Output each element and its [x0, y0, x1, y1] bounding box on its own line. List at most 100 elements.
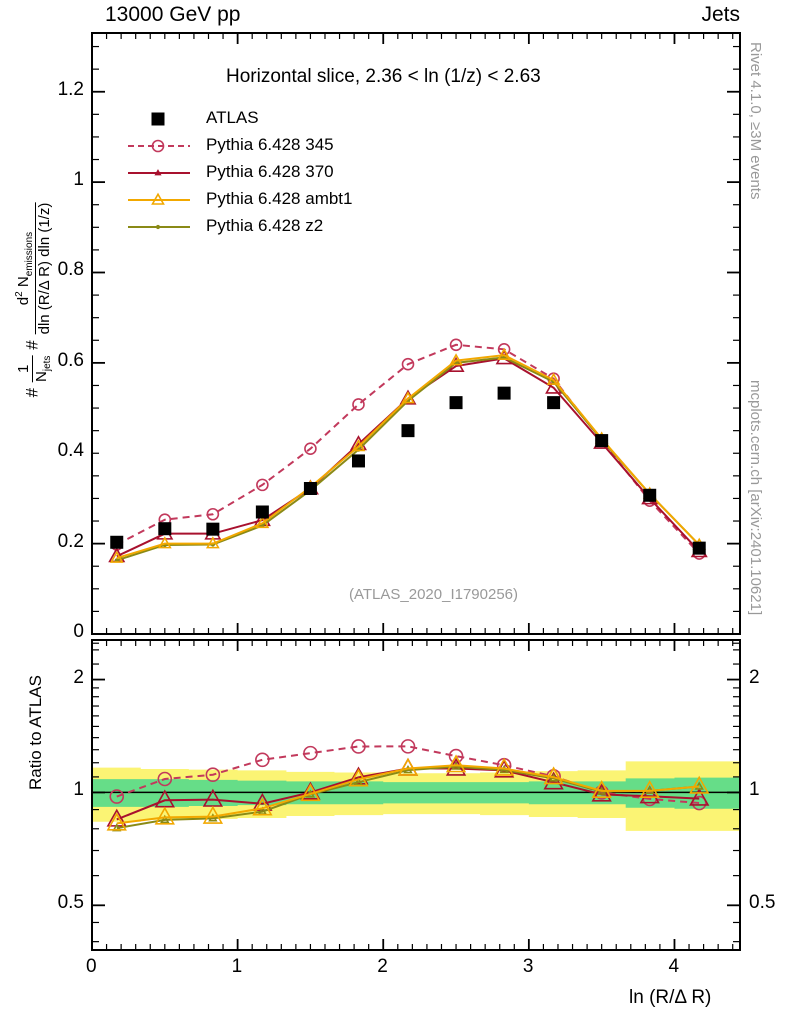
marker-triangle: [401, 391, 415, 404]
ratio-ytick-label-right: 2: [749, 666, 760, 688]
marker-triangle: [106, 812, 127, 831]
ratio-ytick-label: 1: [73, 779, 84, 801]
marker-triangle: [157, 536, 172, 549]
marker-triangle: [348, 768, 369, 787]
marker-triangle: [546, 372, 561, 385]
marker-triangle: [154, 169, 162, 176]
marker-triangle: [543, 766, 564, 785]
marker-triangle: [202, 805, 224, 824]
marker-circle: [206, 507, 220, 521]
ratio-ylabel: Ratio to ATLAS: [26, 675, 45, 790]
marker-triangle: [449, 353, 463, 366]
marker-atlas: [110, 535, 124, 549]
marker-atlas: [547, 396, 561, 410]
marker-triangle: [397, 757, 419, 776]
ratio-ytick-label: 2: [73, 666, 84, 688]
marker-atlas: [158, 522, 172, 536]
marker-triangle: [208, 813, 218, 822]
main-ytick-label: 0.2: [57, 530, 84, 552]
marker-atlas: [449, 396, 463, 410]
marker-circle: [157, 771, 173, 787]
marker-triangle: [351, 439, 366, 452]
xtick-label: 4: [668, 956, 680, 977]
marker-circle: [401, 357, 415, 371]
main-ytick-label: 0: [73, 621, 84, 642]
marker-circle: [691, 795, 707, 811]
marker-circle: [352, 398, 365, 411]
marker-triangle: [252, 792, 273, 811]
marker-triangle: [252, 797, 273, 816]
marker-triangle: [591, 779, 612, 799]
marker-triangle: [109, 550, 124, 563]
marker-circle: [449, 338, 463, 352]
marker-circle: [304, 442, 317, 456]
marker-atlas: [206, 522, 220, 536]
marker-triangle: [639, 785, 660, 804]
marker-triangle: [639, 779, 660, 799]
xtick-label: 0: [86, 956, 97, 977]
xaxis-label: ln (R/Δ R): [629, 987, 712, 1008]
main-plot-frame: [91, 32, 741, 635]
marker-dot: [155, 224, 161, 230]
marker-triangle: [300, 783, 321, 802]
rivet-version-label: Rivet 4.1.0, ≥3M events: [747, 42, 764, 200]
marker-atlas: [692, 541, 706, 555]
legend-label-z2: Pythia 6.428 z2: [206, 216, 324, 235]
marker-triangle: [445, 754, 467, 773]
marker-triangle: [151, 192, 165, 205]
marker-triangle: [689, 787, 710, 806]
marker-circle: [109, 789, 125, 804]
xtick-label: 1: [231, 956, 243, 977]
marker-triangle: [353, 777, 364, 786]
marker-triangle: [205, 536, 220, 549]
marker-atlas: [497, 386, 511, 400]
marker-circle: [400, 739, 416, 754]
mcplots-source-label: mcplots.cern.ch [arXiv:2401.10621]: [747, 380, 764, 616]
marker-atlas: [595, 434, 609, 448]
marker-atlas: [255, 505, 269, 519]
marker-triangle: [493, 757, 515, 776]
series-line-pythia-6-428-z2: [116, 356, 700, 562]
marker-triangle: [591, 783, 612, 802]
marker-triangle: [497, 347, 511, 360]
xtick-label: 2: [377, 956, 388, 977]
series-line-pythia-6-428-ambt1: [116, 354, 700, 560]
legend-label-p345: Pythia 6.428 345: [206, 135, 334, 154]
main-ytick-label: 0.8: [57, 259, 84, 281]
series-line-pythia-6-428-345: [116, 343, 700, 555]
xtick-label: 3: [522, 956, 534, 977]
marker-atlas: [643, 488, 657, 502]
marker-triangle: [543, 771, 564, 790]
marker-atlas: [151, 112, 165, 126]
main-ytick-label: 0.4: [57, 440, 84, 462]
ratio-plot-frame: [91, 639, 741, 951]
dataset-watermark: (ATLAS_2020_I1790256): [349, 586, 519, 603]
marker-circle: [351, 739, 366, 754]
legend-label-p370: Pythia 6.428 370: [206, 162, 334, 181]
legend-label-ambt1: Pythia 6.428 ambt1: [206, 189, 353, 208]
marker-triangle: [689, 775, 710, 794]
ratio-ytick-label: 0.5: [57, 892, 84, 914]
marker-circle: [151, 139, 165, 153]
ratio-ytick-label-right: 0.5: [749, 892, 776, 914]
legend-label-atlas: ATLAS: [206, 108, 259, 127]
main-ytick-label: 1.2: [57, 78, 84, 100]
header-process-label: Jets: [701, 3, 740, 26]
ratio-ytick-label-right: 1: [749, 779, 760, 801]
marker-triangle: [255, 515, 270, 529]
ratio-line-pythia-6-428-ambt1: [116, 764, 700, 825]
marker-circle: [205, 767, 221, 783]
marker-triangle: [348, 766, 369, 785]
marker-atlas: [401, 424, 415, 438]
marker-atlas: [303, 481, 317, 495]
main-ytick-label: 1: [73, 169, 84, 191]
main-ytick-label: 0.6: [57, 349, 84, 371]
series-line-pythia-6-428-370: [116, 357, 700, 558]
marker-atlas: [351, 454, 365, 468]
marker-circle: [255, 752, 270, 768]
marker-triangle: [160, 814, 170, 824]
header-beam-label: 13000 GeV pp: [105, 3, 241, 26]
marker-triangle: [154, 806, 175, 825]
